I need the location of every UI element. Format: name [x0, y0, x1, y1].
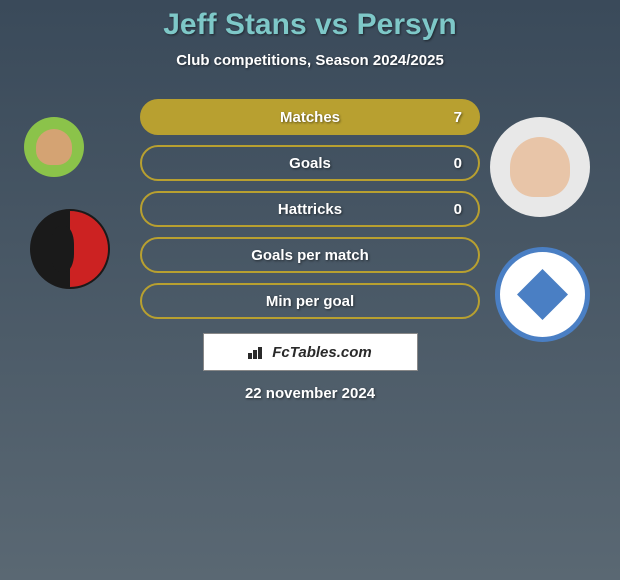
chart-icon — [248, 345, 268, 359]
stat-label: Hattricks — [278, 201, 342, 218]
stat-row-goals-per-match: Goals per match — [140, 237, 480, 273]
club-left-logo — [30, 209, 110, 289]
stat-label: Min per goal — [266, 293, 354, 310]
stat-row-goals: Goals 0 — [140, 145, 480, 181]
stat-label: Goals per match — [251, 247, 369, 264]
stat-row-min-per-goal: Min per goal — [140, 283, 480, 319]
stat-value: 0 — [454, 201, 462, 218]
avatar-face-icon — [36, 129, 72, 165]
stat-value: 7 — [454, 109, 462, 126]
page-title: Jeff Stans vs Persyn — [0, 8, 620, 42]
watermark-badge: FcTables.com — [203, 333, 418, 371]
stat-label: Matches — [280, 109, 340, 126]
stat-row-hattricks: Hattricks 0 — [140, 191, 480, 227]
watermark-label: FcTables.com — [272, 344, 371, 361]
header-section: Jeff Stans vs Persyn Club competitions, … — [0, 0, 620, 69]
stat-value: 0 — [454, 155, 462, 172]
content-section: Matches 7 Goals 0 Hattricks 0 Goals per … — [0, 99, 620, 402]
stat-row-matches: Matches 7 — [140, 99, 480, 135]
club-right-logo — [495, 247, 590, 342]
date-text: 22 november 2024 — [0, 385, 620, 402]
avatar-face-icon — [510, 137, 570, 197]
player-left-avatar — [24, 117, 84, 177]
stats-container: Matches 7 Goals 0 Hattricks 0 Goals per … — [140, 99, 480, 319]
player-right-avatar — [490, 117, 590, 217]
page-subtitle: Club competitions, Season 2024/2025 — [0, 52, 620, 69]
stat-label: Goals — [289, 155, 331, 172]
watermark-text: FcTables.com — [248, 344, 371, 361]
